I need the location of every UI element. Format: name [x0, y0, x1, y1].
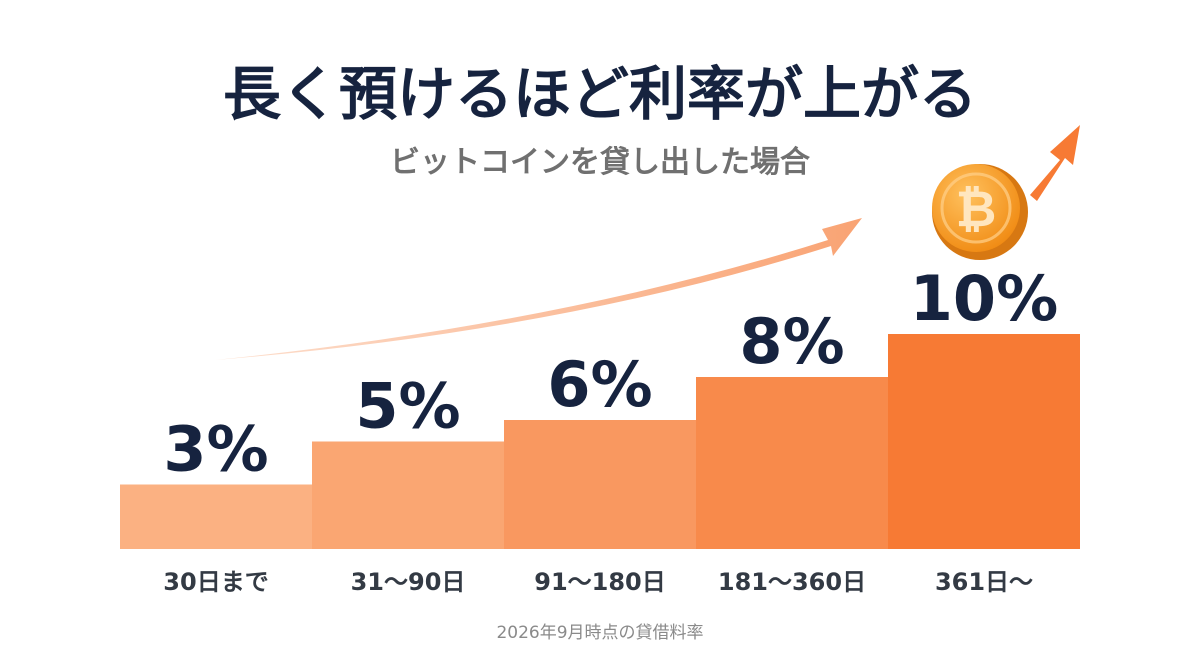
data-label: 8% — [739, 305, 844, 378]
data-label: 10% — [910, 262, 1058, 335]
chart-title: 長く預けるほど利率が上がる — [223, 60, 977, 128]
footnote: 2026年9月時点の貸借料率 — [496, 623, 703, 643]
bar — [504, 420, 696, 549]
value-labels-layer: 3% 5% 6% 8% 10% — [163, 262, 1058, 486]
bar — [312, 441, 504, 549]
data-label: 6% — [547, 348, 652, 421]
category-label: 91〜180日 — [534, 568, 666, 596]
category-label: 181〜360日 — [718, 568, 866, 596]
category-labels-layer: 30日まで 31〜90日 91〜180日 181〜360日 361日〜 — [163, 568, 1033, 596]
svg-text:₿: ₿ — [956, 180, 997, 238]
category-label: 30日まで — [163, 568, 268, 596]
bar — [120, 484, 312, 549]
bar — [888, 334, 1080, 549]
chart-subtitle: ビットコインを貸し出した場合 — [390, 145, 810, 180]
bar — [696, 377, 888, 549]
bars-layer — [120, 334, 1080, 549]
category-label: 361日〜 — [935, 568, 1033, 596]
bitcoin-coin-icon: ₿ — [932, 125, 1080, 260]
category-label: 31〜90日 — [351, 568, 466, 596]
data-label: 5% — [355, 370, 460, 443]
data-label: 3% — [163, 413, 268, 486]
